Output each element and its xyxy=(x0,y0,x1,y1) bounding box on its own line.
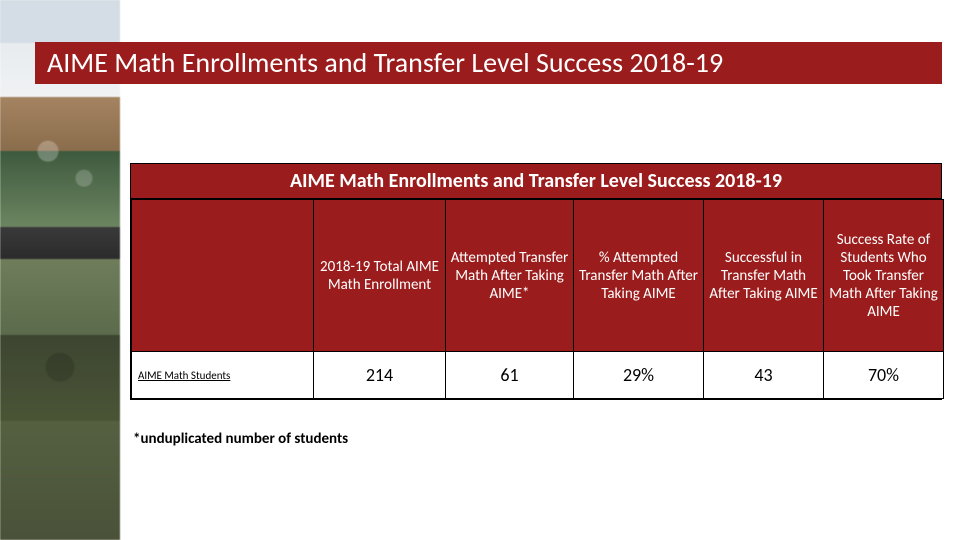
table-cell: 214 xyxy=(314,352,446,399)
column-header: Success Rate of Students Who Took Transf… xyxy=(824,200,944,352)
column-header: Attempted Transfer Math After Taking AIM… xyxy=(446,200,574,352)
column-header: 2018-19 Total AIME Math Enrollment xyxy=(314,200,446,352)
row-label: AIME Math Students xyxy=(132,352,314,399)
table-cell: 43 xyxy=(704,352,824,399)
page-title: AIME Math Enrollments and Transfer Level… xyxy=(35,42,942,84)
column-header xyxy=(132,200,314,352)
column-header: Successful in Transfer Math After Taking… xyxy=(704,200,824,352)
data-table: 2018-19 Total AIME Math Enrollment Attem… xyxy=(131,199,944,399)
table-title: AIME Math Enrollments and Transfer Level… xyxy=(131,164,941,199)
footnote: *unduplicated number of students xyxy=(133,430,348,448)
table-row: AIME Math Students 214 61 29% 43 70% xyxy=(132,352,944,399)
table-cell: 70% xyxy=(824,352,944,399)
table-cell: 61 xyxy=(446,352,574,399)
table-cell: 29% xyxy=(574,352,704,399)
data-table-container: AIME Math Enrollments and Transfer Level… xyxy=(130,163,942,400)
column-header: % Attempted Transfer Math After Taking A… xyxy=(574,200,704,352)
